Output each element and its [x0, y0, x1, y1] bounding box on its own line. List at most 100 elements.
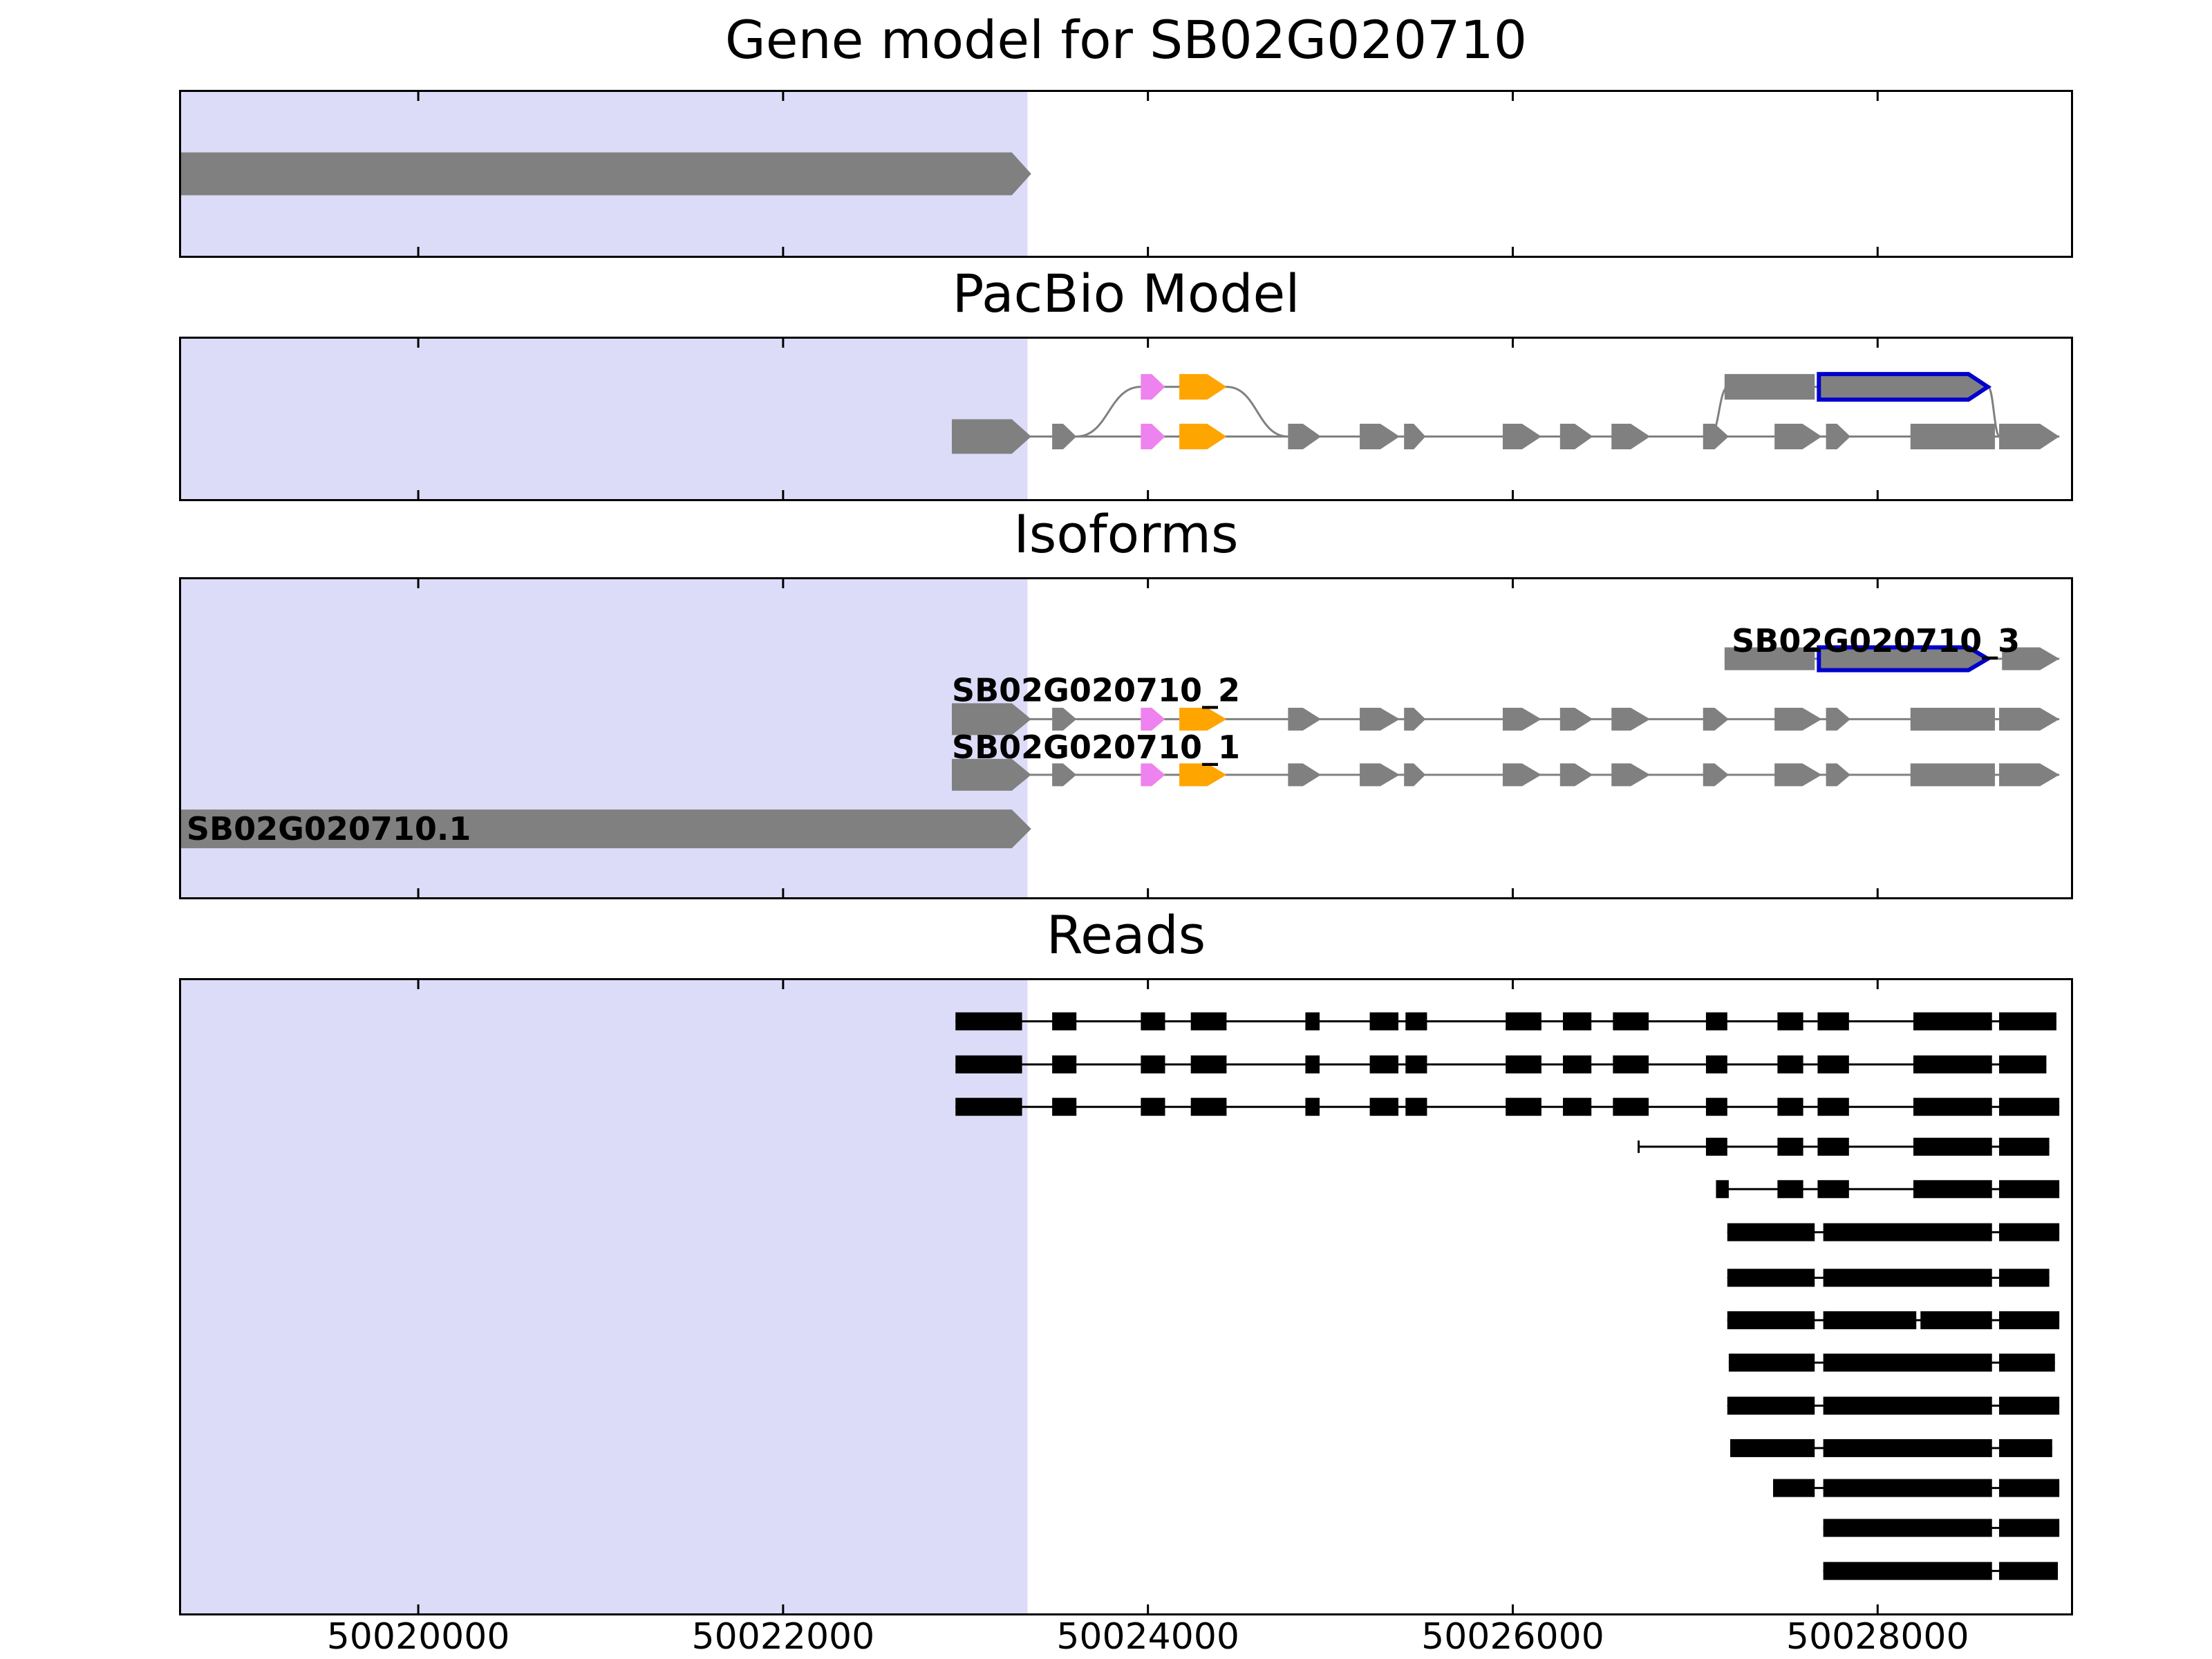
- read-block: [1999, 1055, 2047, 1074]
- read-block: [1141, 1012, 1165, 1031]
- exon-block: [1559, 707, 1593, 731]
- read-block: [1777, 1137, 1803, 1156]
- exon-block: [1703, 707, 1729, 731]
- exon-block: [1502, 763, 1541, 787]
- read-block: [1052, 1055, 1077, 1074]
- read-block: [1563, 1012, 1592, 1031]
- read-block: [1913, 1012, 1992, 1031]
- exon-block: [1502, 424, 1541, 450]
- exon-block: [1999, 763, 2060, 787]
- exon-block: [951, 703, 1031, 735]
- highlight-region: [181, 579, 1028, 897]
- exon-block: [1611, 763, 1651, 787]
- highlight-region: [181, 980, 1028, 1613]
- exon-block: [1141, 763, 1165, 787]
- read-block: [1913, 1055, 1992, 1074]
- read-block: [1777, 1055, 1803, 1074]
- read-block: [1817, 1098, 1849, 1116]
- exon-block: [1404, 424, 1426, 450]
- splice-link: [1076, 386, 1141, 438]
- read-block: [1817, 1137, 1849, 1156]
- read-block: [1777, 1098, 1803, 1116]
- read-block: [1727, 1223, 1815, 1241]
- exon-block: [1774, 763, 1822, 787]
- read-block: [1999, 1353, 2055, 1372]
- read-block: [1823, 1438, 1992, 1457]
- read-block: [1563, 1055, 1592, 1074]
- read-block: [955, 1098, 1022, 1116]
- exon-block: [1559, 763, 1593, 787]
- read-block: [1728, 1353, 1815, 1372]
- read-block: [1405, 1012, 1427, 1031]
- read-block: [1999, 1180, 2060, 1199]
- exon-block: [1404, 763, 1426, 787]
- read-block: [1052, 1098, 1077, 1116]
- read-block: [1506, 1012, 1541, 1031]
- read-block: [1405, 1055, 1427, 1074]
- x-tick-label: 50028000: [1785, 1616, 1969, 1658]
- read-block: [1141, 1055, 1165, 1074]
- exon-block: [1774, 707, 1822, 731]
- exon-block: [1360, 707, 1400, 731]
- x-axis-labels: 50020000 50022000 50024000 50026000 50028000: [181, 1616, 2071, 1658]
- read-block: [1823, 1353, 1992, 1372]
- exon-block: [1817, 372, 1992, 402]
- splice-link: [1226, 386, 1288, 438]
- exon-block: [2002, 647, 2060, 671]
- exon-block: [1141, 707, 1165, 731]
- exon-block: [1910, 707, 1995, 731]
- read-block: [1052, 1012, 1077, 1031]
- read-block: [1705, 1137, 1727, 1156]
- read-block: [1999, 1562, 2058, 1580]
- gene-track-canvas: [181, 92, 1879, 256]
- exon-block: [951, 419, 1031, 454]
- read-block: [1823, 1562, 1992, 1580]
- exon-block: [1052, 763, 1077, 787]
- exon-block: [1910, 763, 1995, 787]
- exon-block: [181, 152, 1031, 196]
- exon-block: [1141, 424, 1165, 450]
- x-tick-label: 50024000: [1056, 1616, 1239, 1658]
- exon-block: [1052, 424, 1077, 450]
- exon-block: [1502, 707, 1541, 731]
- read-block: [1823, 1311, 1917, 1329]
- exon-block: [1703, 424, 1729, 450]
- read-block: [1141, 1098, 1165, 1116]
- read-block: [1913, 1098, 1992, 1116]
- isoforms-track-panel: SB02G020710_3 SB02G020710_2 SB02G020710_1 S…: [179, 577, 2073, 899]
- reads-track-canvas: [181, 980, 2060, 1613]
- read-block: [1823, 1396, 1992, 1415]
- read-block: [1705, 1055, 1727, 1074]
- exon-block: [1288, 707, 1322, 731]
- read-block: [1613, 1012, 1649, 1031]
- read-block: [1777, 1012, 1803, 1031]
- read-block: [1777, 1180, 1803, 1199]
- pacbio-track-panel: [179, 337, 2073, 501]
- pacbio-track-canvas: [181, 339, 2060, 499]
- reads-track-panel: [179, 978, 2073, 1615]
- pacbio-title: PacBio Model: [952, 263, 1300, 324]
- exon-block: [1559, 424, 1593, 450]
- exon-block: [951, 758, 1031, 791]
- read-block: [1506, 1055, 1541, 1074]
- exon-block: [1179, 424, 1227, 450]
- exon-block: [1774, 424, 1822, 450]
- read-block: [1613, 1055, 1649, 1074]
- read-block: [1999, 1519, 2060, 1537]
- exon-block: [1611, 424, 1651, 450]
- read-block: [955, 1055, 1022, 1074]
- read-block: [1405, 1098, 1427, 1116]
- exon-block: [1141, 374, 1165, 400]
- exon-block: [1404, 707, 1426, 731]
- exon-block: [1724, 647, 1815, 671]
- read-block: [1823, 1268, 1992, 1287]
- exon-block: [1288, 424, 1322, 450]
- read-block: [1920, 1311, 1992, 1329]
- read-block: [1817, 1012, 1849, 1031]
- read-block: [1817, 1055, 1849, 1074]
- read-block: [1999, 1311, 2060, 1329]
- read-block: [955, 1012, 1022, 1031]
- figure-title: Gene model for SB02G020710: [724, 9, 1528, 71]
- exon-block: [1724, 374, 1815, 400]
